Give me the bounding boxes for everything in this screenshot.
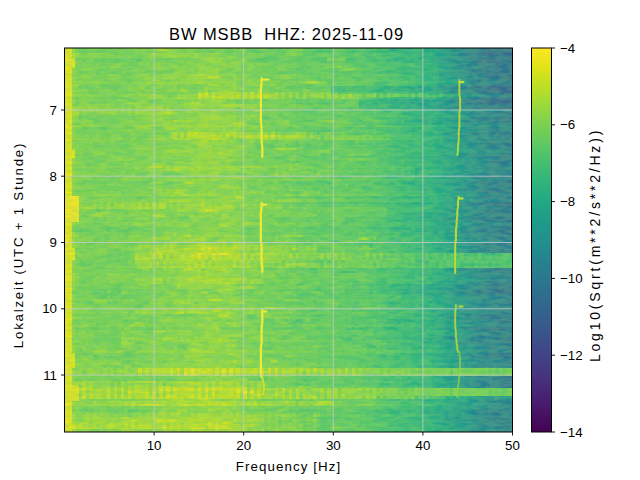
svg-text:20: 20: [236, 438, 251, 453]
svg-text:Log10(Sqrt(m**2/s**2/Hz)): Log10(Sqrt(m**2/s**2/Hz)): [587, 128, 603, 362]
svg-text:−6: −6: [560, 117, 575, 132]
svg-text:−8: −8: [560, 194, 575, 209]
svg-text:8: 8: [50, 169, 57, 184]
svg-text:30: 30: [326, 438, 341, 453]
svg-text:9: 9: [50, 235, 57, 250]
svg-text:50: 50: [505, 438, 520, 453]
svg-text:11: 11: [43, 368, 57, 383]
svg-text:−14: −14: [560, 425, 583, 440]
svg-text:7: 7: [50, 103, 57, 118]
svg-text:Lokalzeit (UTC + 1 Stunde): Lokalzeit (UTC + 1 Stunde): [11, 142, 26, 348]
svg-text:−12: −12: [560, 348, 583, 363]
svg-text:BW MSBB HHZ: 2025-11-09: BW MSBB HHZ: 2025-11-09: [169, 25, 404, 43]
svg-text:−10: −10: [560, 271, 583, 286]
svg-text:10: 10: [42, 301, 57, 316]
svg-text:Frequency [Hz]: Frequency [Hz]: [236, 459, 342, 474]
svg-text:40: 40: [416, 438, 431, 453]
svg-text:−4: −4: [560, 41, 575, 56]
svg-text:10: 10: [147, 438, 162, 453]
